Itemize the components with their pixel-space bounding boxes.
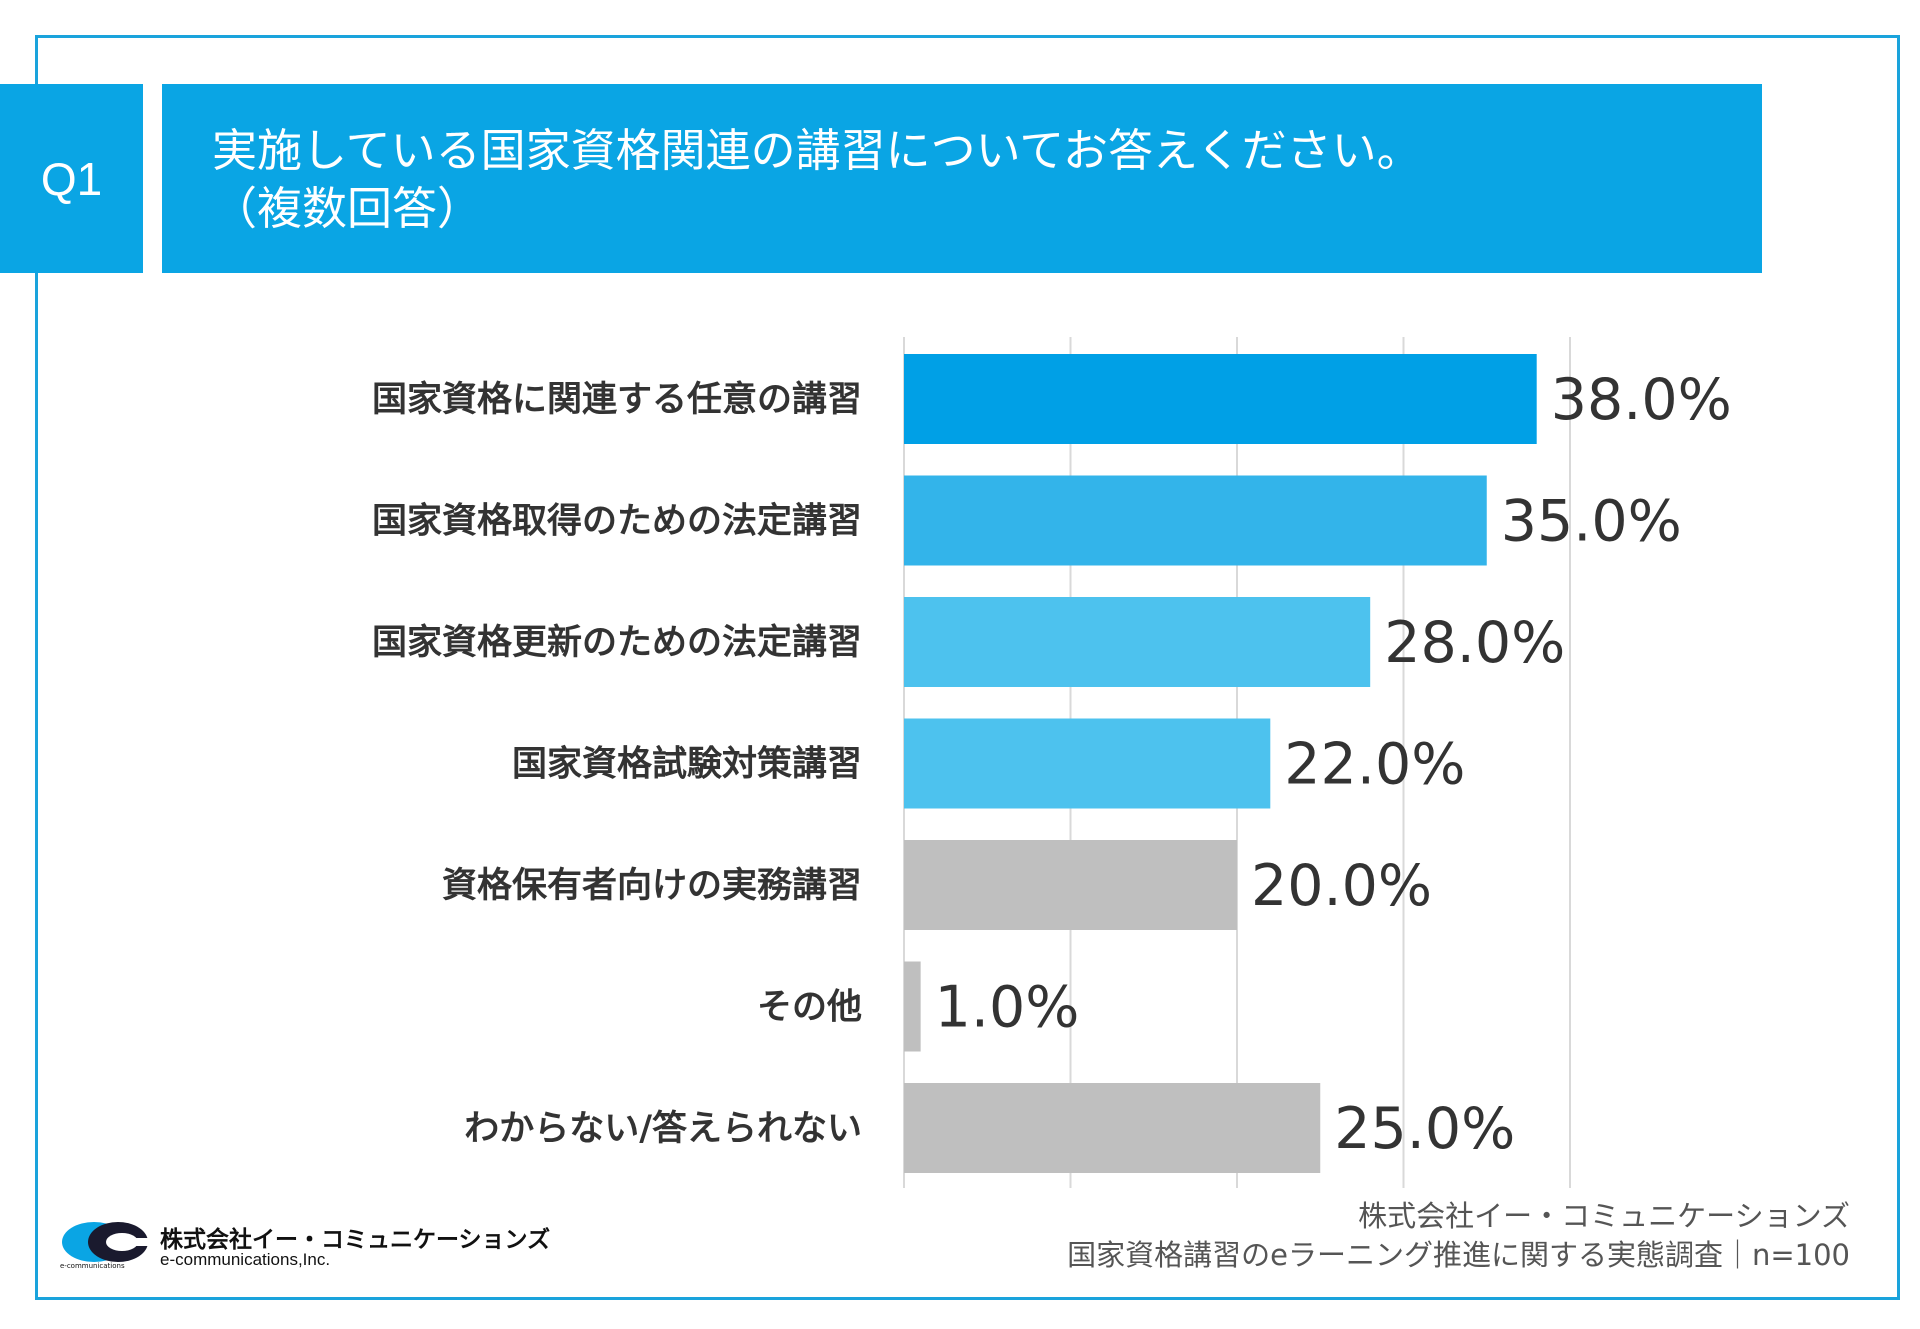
- category-label-1: 国家資格取得のための法定講習: [372, 501, 862, 542]
- question-number-badge: Q1: [0, 84, 143, 273]
- value-label-1: 35.0%: [1501, 489, 1682, 555]
- value-label-6: 25.0%: [1334, 1096, 1515, 1162]
- source-survey: 国家資格講習のeラーニング推進に関する実態調査｜n=100: [1067, 1238, 1850, 1272]
- logo-name-en: e-communications,Inc.: [160, 1250, 331, 1269]
- question-title-line1: 実施している国家資格関連の講習についてお答えください。: [212, 124, 1422, 177]
- question-header: 実施している国家資格関連の講習についてお答えください。 （複数回答）: [162, 84, 1762, 273]
- value-label-4: 20.0%: [1251, 853, 1432, 919]
- bar-0: [904, 354, 1537, 444]
- question-number: Q1: [40, 152, 103, 205]
- bar-4: [904, 840, 1237, 930]
- category-label-3: 国家資格試験対策講習: [512, 744, 862, 785]
- question-title-line2: （複数回答）: [212, 182, 483, 235]
- value-label-0: 38.0%: [1551, 367, 1732, 433]
- slide-frame: [35, 35, 1900, 1300]
- value-label-5: 1.0%: [935, 975, 1080, 1041]
- source-company: 株式会社イー・コミュニケーションズ: [1358, 1199, 1850, 1233]
- bar-1: [904, 475, 1487, 566]
- company-logo: e-communications 株式会社イー・コミュニケーションズ e-com…: [60, 1218, 580, 1274]
- value-label-2: 28.0%: [1384, 610, 1565, 676]
- category-label-0: 国家資格に関連する任意の講習: [372, 379, 862, 420]
- bar-2: [904, 597, 1371, 687]
- category-label-2: 国家資格更新のための法定講習: [372, 622, 862, 663]
- logo-mark-icon: [62, 1222, 156, 1262]
- category-label-6: わからない/答えられない: [464, 1109, 862, 1149]
- category-label-5: その他: [757, 988, 862, 1028]
- category-label-4: 資格保有者向けの実務講習: [442, 865, 862, 906]
- logo-mark-text: e-communications: [60, 1262, 125, 1270]
- bar-5: [904, 961, 921, 1052]
- logo-name-jp: 株式会社イー・コミュニケーションズ: [160, 1227, 551, 1253]
- value-label-3: 22.0%: [1284, 732, 1465, 798]
- bar-6: [904, 1083, 1321, 1173]
- bar-3: [904, 718, 1271, 809]
